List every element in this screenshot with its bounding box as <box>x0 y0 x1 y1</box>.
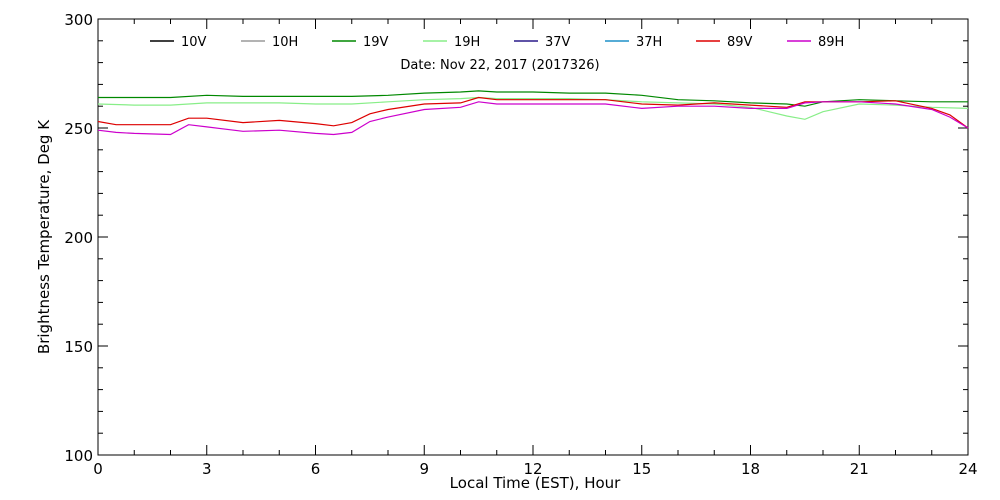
legend-label-89v: 89V <box>727 35 753 50</box>
x-tick-label: 12 <box>523 460 542 478</box>
y-tick-label: 300 <box>64 11 93 29</box>
legend: 10V 10H 19V 19H 37V 37H 89V 89H <box>150 35 844 50</box>
legend-label-19v: 19V <box>363 35 389 50</box>
x-tick-label: 24 <box>958 460 977 478</box>
plot-frame <box>97 18 969 456</box>
x-tick-label: 6 <box>311 460 321 478</box>
axis-tick-labels: 0 3 6 9 12 15 18 21 24 100 150 200 250 300 <box>64 11 977 478</box>
series-lines <box>97 90 969 136</box>
x-axis-label: Local Time (EST), Hour <box>450 474 621 492</box>
x-tick-label: 15 <box>632 460 651 478</box>
series-line-19v <box>98 90 968 107</box>
series-line-19h <box>97 96 969 120</box>
axis-ticks <box>97 18 969 456</box>
y-tick-label: 200 <box>64 229 93 247</box>
y-axis-label: Brightness Temperature, Deg K <box>35 119 53 354</box>
legend-label-10h: 10H <box>272 35 298 50</box>
legend-label-19h: 19H <box>454 35 480 50</box>
x-tick-label: 9 <box>419 460 429 478</box>
series-line-89h <box>97 101 969 136</box>
y-tick-label: 100 <box>64 447 93 465</box>
y-tick-label: 250 <box>64 120 93 138</box>
x-tick-label: 18 <box>741 460 760 478</box>
legend-label-37h: 37H <box>636 35 662 50</box>
legend-label-37v: 37V <box>545 35 571 50</box>
x-tick-label: 3 <box>202 460 212 478</box>
x-tick-label: 21 <box>850 460 869 478</box>
chart-title: Date: Nov 22, 2017 (2017326) <box>400 58 599 73</box>
y-tick-label: 150 <box>64 338 93 356</box>
legend-label-10v: 10V <box>181 35 207 50</box>
x-tick-label: 0 <box>93 460 103 478</box>
legend-label-89h: 89H <box>818 35 844 50</box>
